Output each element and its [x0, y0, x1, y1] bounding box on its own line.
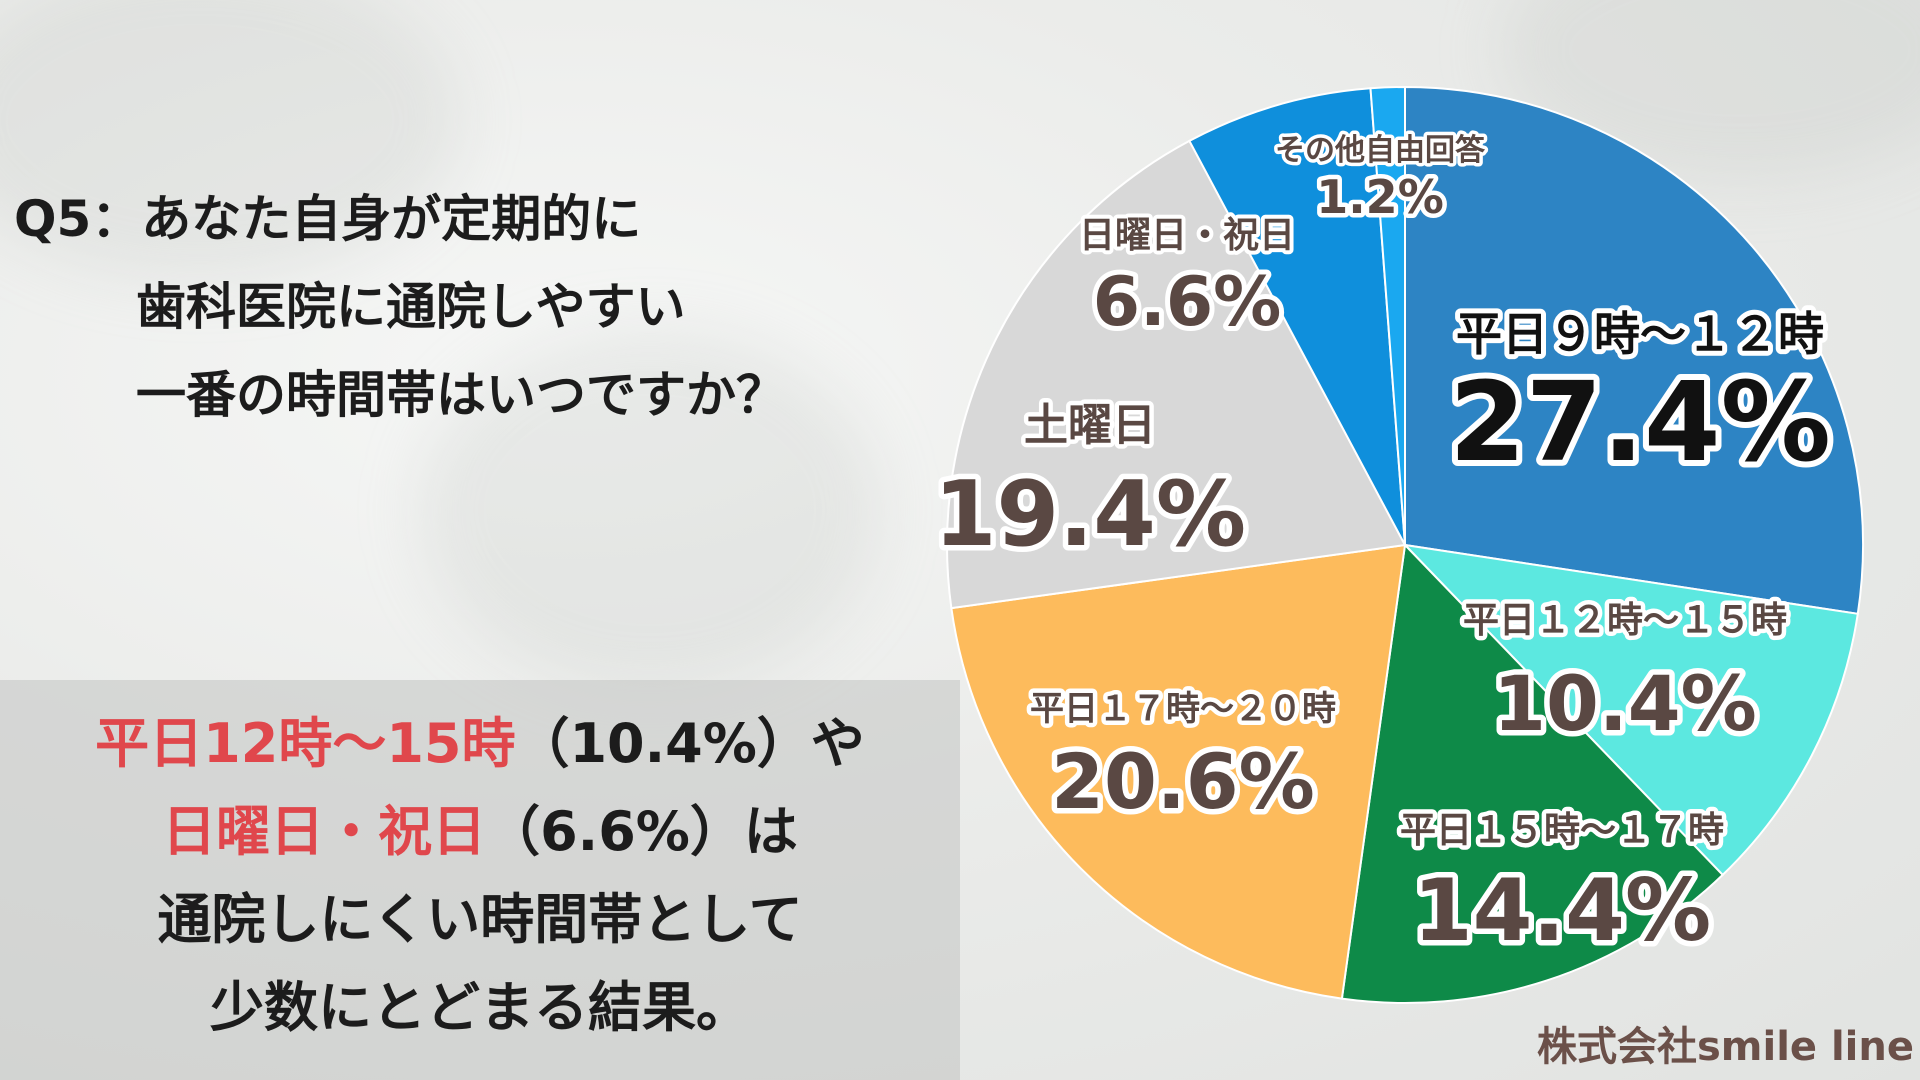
slice-category-label-6: 日曜日・祝日 — [1079, 215, 1295, 256]
summary-highlight-holiday: 日曜日・祝日 — [162, 800, 487, 863]
summary-panel — [0, 680, 960, 1080]
slice-category-label-4: 平日１７時〜２０時 — [1030, 689, 1336, 729]
question-text: Q5：あなた自身が定期的に 歯科医院に通院しやすい 一番の時間帯はいつですか？ — [14, 175, 786, 439]
slice-category-label-1: 平日９時〜１２時 — [1456, 307, 1824, 361]
background-texture — [0, 0, 460, 280]
question-line-3: 一番の時間帯はいつですか？ — [136, 366, 786, 424]
pie-slice-4 — [950, 543, 1407, 1000]
summary-line-3: 通院しにくい時間帯として — [157, 888, 803, 951]
slice-value-label-6: 6.6% — [1093, 263, 1282, 342]
summary-line-4: 少数にとどまる結果。 — [210, 976, 750, 1039]
question-line-2: 歯科医院に通院しやすい — [136, 278, 686, 336]
slice-value-label-1: 27.4% — [1449, 358, 1831, 486]
background-texture — [420, 330, 880, 690]
slice-category-label-5: 土曜日 — [1024, 400, 1156, 451]
pie-slices — [946, 85, 1864, 1004]
slice-value-label-5: 19.4% — [934, 462, 1246, 567]
pie-slice-7 — [1369, 85, 1406, 546]
summary-line-2-rest: （6.6%）は — [486, 800, 798, 863]
pie-slice-5 — [946, 139, 1407, 610]
pie-slice-6 — [1188, 87, 1406, 546]
question-line-1: Q5：あなた自身が定期的に — [14, 190, 642, 248]
slice-value-label-4: 20.6% — [1051, 737, 1315, 826]
summary-text: 平日12時〜15時（10.4%）や 日曜日・祝日（6.6%）は 通院しにくい時間… — [0, 700, 960, 1052]
slice-category-label-3: 平日１５時〜１７時 — [1400, 810, 1724, 851]
pie-slice-2 — [1402, 543, 1859, 877]
slice-category-label-2: 平日１２時〜１５時 — [1463, 600, 1787, 641]
company-credit: 株式会社smile line — [1537, 1024, 1914, 1070]
pie-slice-3 — [1340, 542, 1725, 1004]
summary-line-1-rest: （10.4%）や — [515, 712, 865, 775]
summary-line-1: 平日12時〜15時（10.4%）や — [0, 700, 960, 788]
pie-slice-1 — [1404, 85, 1864, 615]
slice-value-label-3: 14.4% — [1413, 861, 1711, 961]
slice-value-label-2: 10.4% — [1493, 659, 1757, 748]
summary-line-2: 日曜日・祝日（6.6%）は — [0, 788, 960, 876]
slice-value-label-7: 1.2% — [1316, 170, 1444, 224]
slice-category-label-7: その他自由回答 — [1275, 133, 1486, 168]
summary-highlight-weekday-noon: 平日12時〜15時 — [95, 712, 516, 775]
